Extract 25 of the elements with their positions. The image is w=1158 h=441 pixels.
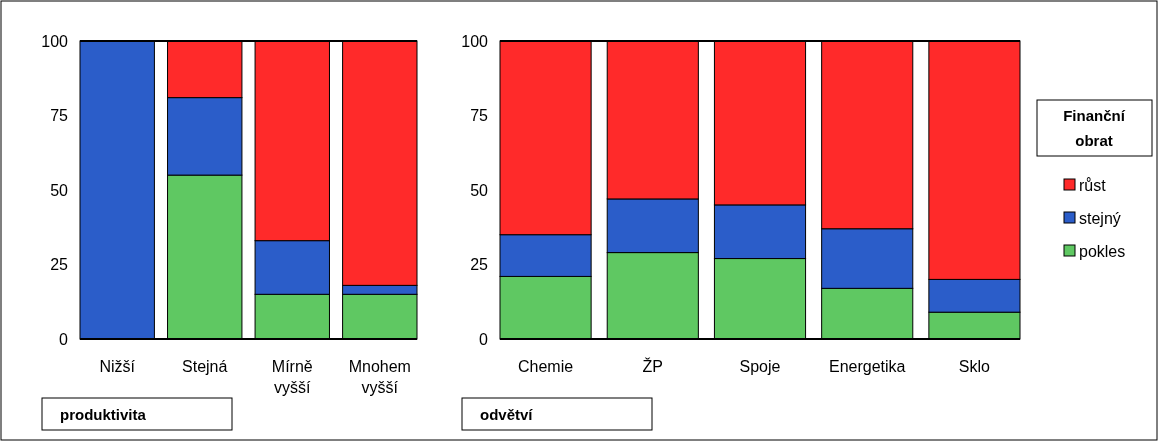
x-tick-label: Spoje bbox=[739, 358, 781, 375]
y-tick-label: 100 bbox=[41, 32, 69, 50]
x-axis-title: produktivita bbox=[60, 406, 147, 423]
y-tick-label: 100 bbox=[461, 32, 489, 50]
legend-label: pokles bbox=[1079, 242, 1126, 260]
y-tick-label: 0 bbox=[479, 330, 489, 348]
legend-title: Finanční obrat bbox=[1063, 107, 1126, 149]
x-tick-label: Mírně vyšší bbox=[271, 358, 313, 396]
y-tick-label: 75 bbox=[50, 107, 69, 125]
y-tick-label: 25 bbox=[50, 256, 69, 274]
x-tick-label: Nižší bbox=[99, 358, 136, 375]
y-tick-label: 25 bbox=[470, 256, 489, 274]
x-tick-label: Sklo bbox=[958, 358, 991, 375]
x-tick-label: Chemie bbox=[518, 358, 574, 375]
legend-label: stejný bbox=[1079, 209, 1121, 227]
y-tick-label: 75 bbox=[470, 107, 489, 125]
x-tick-label: Energetika bbox=[828, 358, 906, 375]
x-tick-label: Stejná bbox=[182, 358, 228, 375]
x-tick-label: Mnohem vyšší bbox=[348, 358, 411, 396]
x-tick-label: ŽP bbox=[642, 357, 664, 375]
legend-label: růst bbox=[1079, 176, 1107, 194]
y-tick-label: 0 bbox=[59, 330, 69, 348]
y-tick-label: 50 bbox=[50, 181, 69, 199]
x-axis-title: odvětví bbox=[480, 406, 534, 423]
y-tick-label: 50 bbox=[470, 181, 489, 199]
